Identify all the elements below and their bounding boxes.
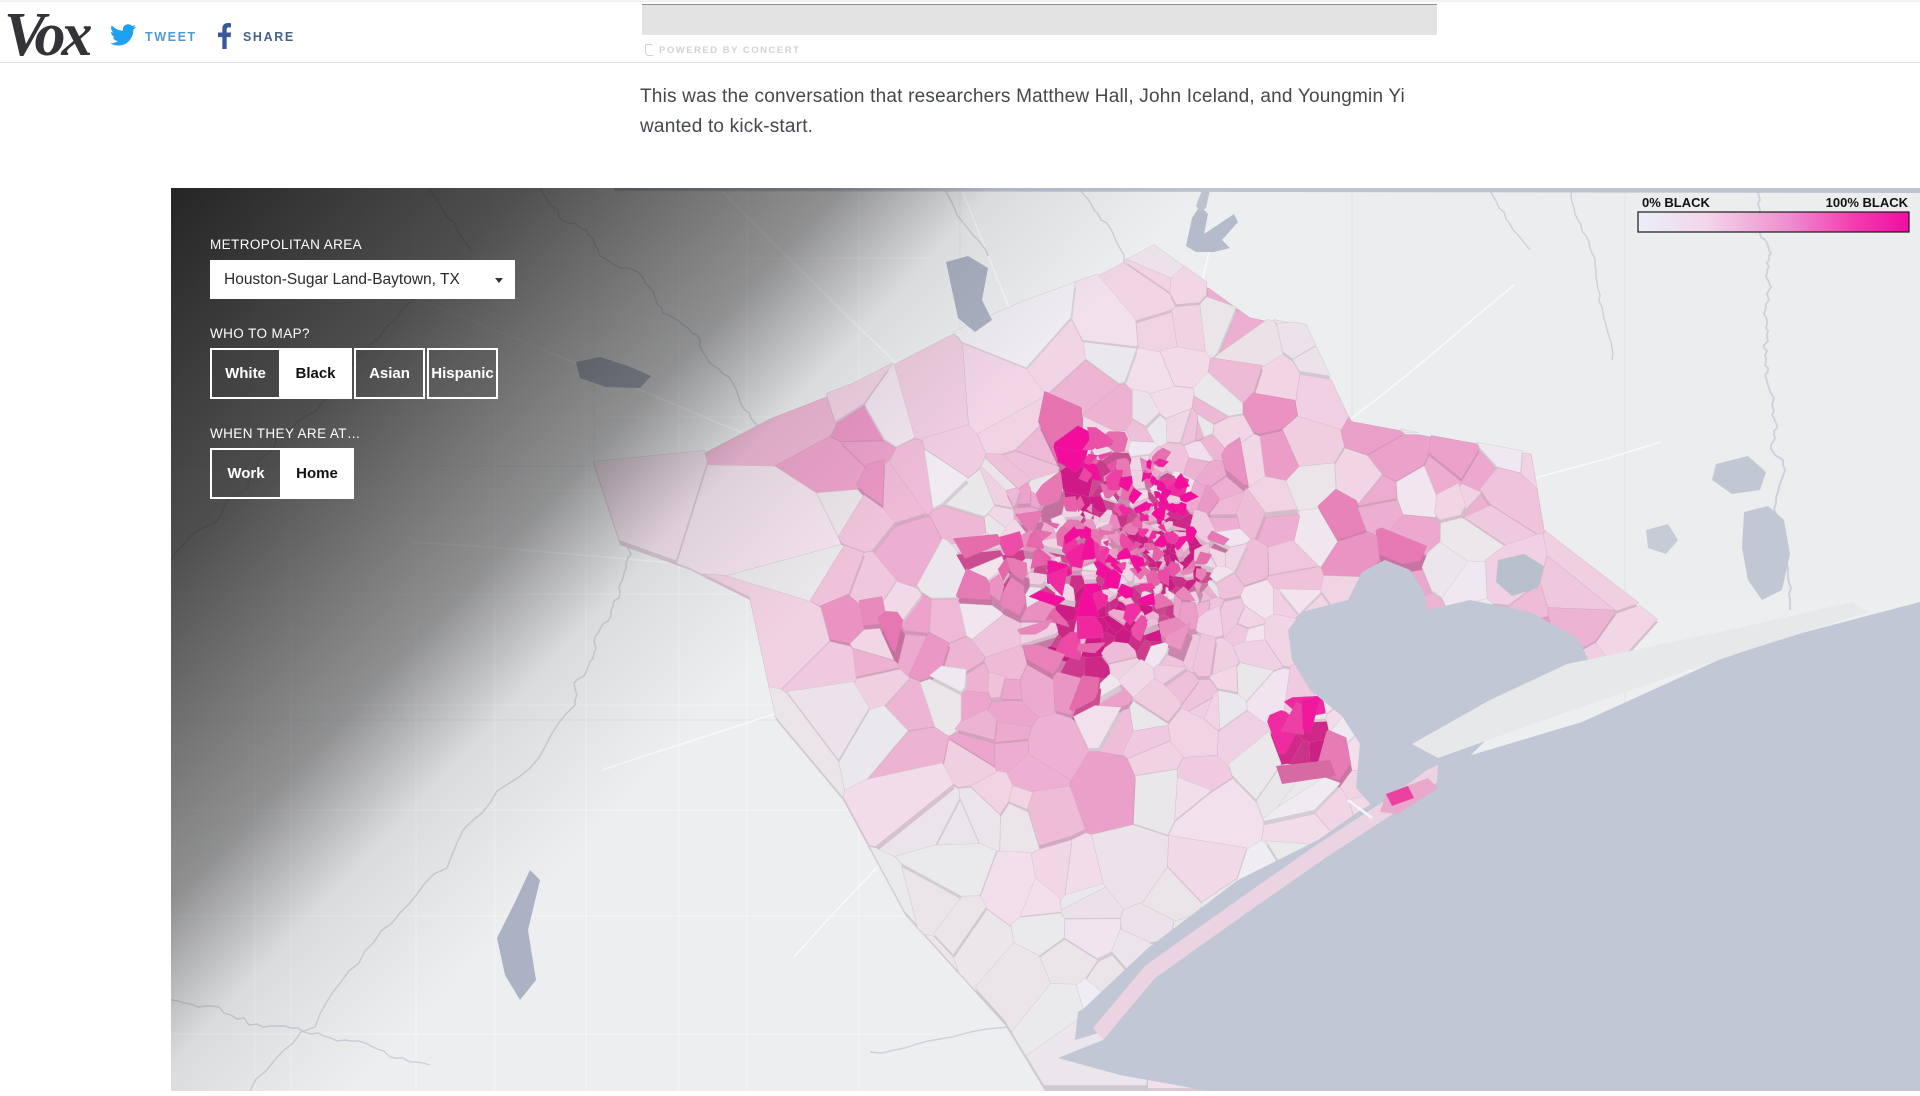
svg-text:100% BLACK: 100% BLACK [1826, 195, 1909, 210]
svg-text:0% BLACK: 0% BLACK [1642, 195, 1711, 210]
